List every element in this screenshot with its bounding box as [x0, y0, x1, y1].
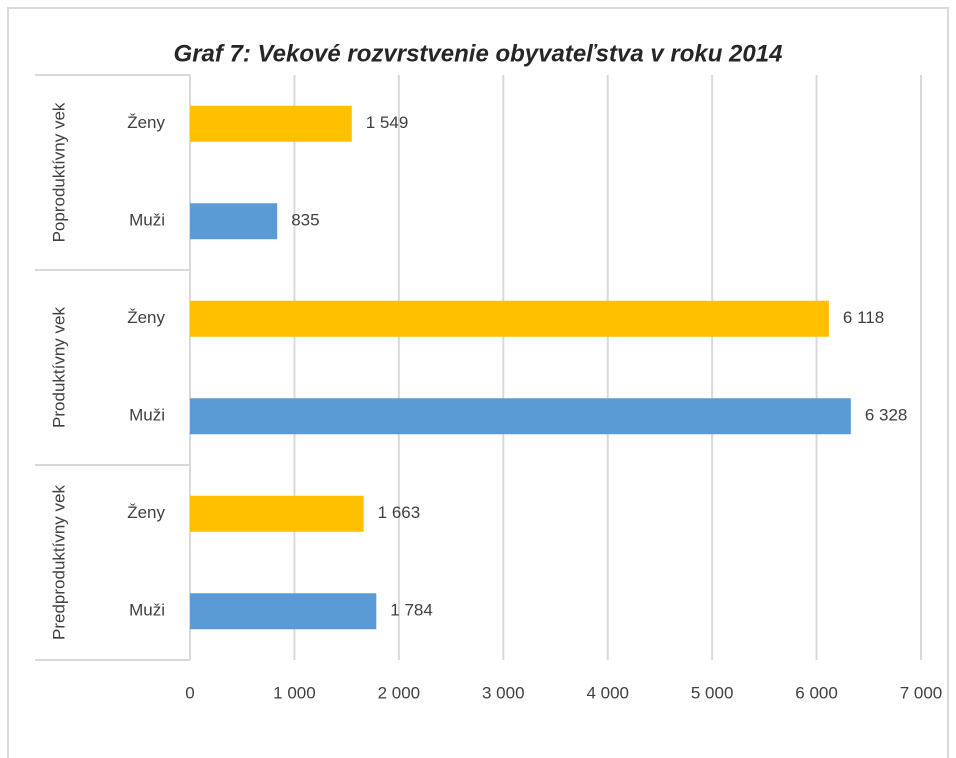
data-label: 1 663 — [378, 503, 421, 522]
data-label: 1 784 — [390, 601, 433, 620]
data-label: 835 — [291, 211, 319, 230]
y-tick-label: Muži — [129, 601, 165, 620]
x-tick-label: 5 000 — [691, 683, 734, 702]
y-tick-label: Ženy — [127, 503, 165, 522]
y-tick-label: Muži — [129, 211, 165, 230]
bar — [190, 300, 829, 337]
bar — [190, 593, 377, 630]
data-label: 1 549 — [366, 113, 409, 132]
x-tick-label: 6 000 — [795, 683, 838, 702]
bar — [190, 398, 851, 435]
y-tick-label: Muži — [129, 406, 165, 425]
bar — [190, 105, 352, 142]
x-tick-label: 0 — [185, 683, 194, 702]
bar — [190, 495, 364, 532]
bar — [190, 203, 278, 240]
x-tick-label: 7 000 — [900, 683, 943, 702]
x-tick-label: 1 000 — [273, 683, 316, 702]
chart-title: Graf 7: Vekové rozvrstvenie obyvateľstva… — [174, 40, 783, 67]
y-tick-label: Ženy — [127, 113, 165, 132]
data-label: 6 328 — [865, 406, 908, 425]
data-label: 6 118 — [843, 308, 884, 327]
x-tick-label: 4 000 — [586, 683, 629, 702]
x-tick-label: 3 000 — [482, 683, 525, 702]
y-tick-label: Ženy — [127, 308, 165, 327]
chart-frame — [7, 7, 949, 758]
group-label: Produktívny vek — [49, 307, 68, 428]
x-tick-label: 2 000 — [378, 683, 421, 702]
group-label: Poproduktívny vek — [49, 102, 68, 242]
group-label: Predproduktívny vek — [49, 485, 68, 640]
